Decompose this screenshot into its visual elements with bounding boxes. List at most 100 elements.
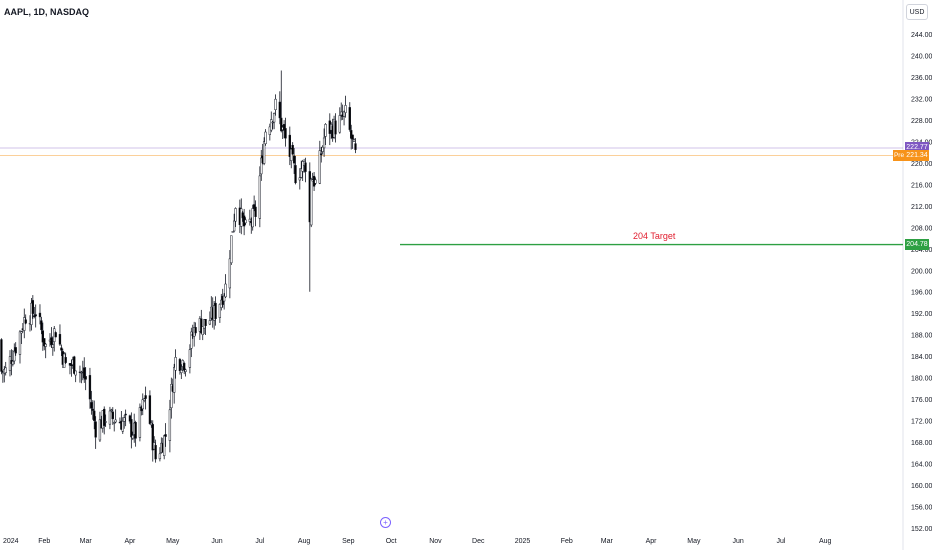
pre-market-price-tag: 221.34 bbox=[905, 150, 929, 162]
candle-body bbox=[201, 326, 204, 336]
y-tick-label: 184.00 bbox=[911, 354, 932, 361]
x-tick-label: May bbox=[166, 538, 180, 545]
candle-body bbox=[291, 144, 294, 155]
candle-body bbox=[274, 98, 277, 111]
candle-body bbox=[84, 376, 87, 380]
target-annotation[interactable]: 204 Target bbox=[633, 231, 676, 241]
candle-body bbox=[80, 371, 83, 374]
candle-body bbox=[110, 409, 113, 411]
candle-body bbox=[151, 424, 154, 451]
x-tick-label: Sep bbox=[342, 538, 355, 545]
currency-button[interactable]: USD bbox=[906, 4, 928, 20]
candle-body bbox=[188, 349, 192, 368]
candle-body bbox=[244, 219, 247, 224]
candle-body bbox=[262, 141, 266, 164]
candle-body bbox=[173, 367, 176, 393]
candle-body bbox=[20, 331, 23, 334]
candle-body bbox=[31, 300, 34, 314]
candle-body bbox=[163, 435, 166, 456]
candle-body bbox=[134, 422, 137, 439]
y-tick-label: 168.00 bbox=[911, 440, 932, 447]
target-price-tag: 204.78 bbox=[905, 239, 929, 251]
x-tick-label: 2024 bbox=[3, 538, 19, 545]
candle-body bbox=[180, 369, 183, 373]
candle-body bbox=[38, 312, 42, 318]
y-tick-label: 160.00 bbox=[911, 483, 932, 490]
candle-body bbox=[123, 417, 126, 422]
candle-body bbox=[30, 302, 33, 325]
x-tick-label: Mar bbox=[80, 538, 93, 545]
candle-body bbox=[292, 155, 296, 164]
x-tick-label: May bbox=[687, 538, 701, 545]
candle-body bbox=[54, 332, 57, 338]
plus-circle-icon[interactable]: + bbox=[380, 517, 391, 528]
y-tick-label: 188.00 bbox=[911, 333, 932, 340]
x-tick-label: Dec bbox=[472, 538, 485, 545]
candle-body bbox=[128, 415, 132, 422]
candle-body bbox=[150, 422, 153, 426]
candle-body bbox=[248, 218, 251, 222]
candle-body bbox=[103, 408, 106, 426]
candle-body bbox=[278, 101, 281, 119]
candle-body bbox=[114, 419, 117, 423]
candle-body bbox=[34, 314, 37, 317]
candle-body bbox=[348, 107, 351, 130]
y-tick-label: 152.00 bbox=[911, 526, 932, 533]
candle-body bbox=[43, 338, 46, 347]
y-tick-label: 176.00 bbox=[911, 397, 932, 404]
candle-body bbox=[298, 177, 301, 181]
candle-body bbox=[41, 330, 44, 343]
candle-body bbox=[228, 258, 232, 289]
candle-body bbox=[64, 357, 67, 363]
candle-body bbox=[141, 399, 144, 410]
x-tick-label: Jun bbox=[732, 538, 743, 545]
candle-body bbox=[350, 130, 353, 139]
y-tick-label: 220.00 bbox=[911, 161, 932, 168]
candle-body bbox=[23, 317, 26, 331]
candle-body bbox=[124, 413, 127, 416]
y-tick-label: 216.00 bbox=[911, 182, 932, 189]
candle-body bbox=[50, 337, 53, 346]
candle-body bbox=[98, 419, 102, 441]
candle-body bbox=[108, 410, 112, 425]
y-tick-label: 240.00 bbox=[911, 53, 932, 60]
x-tick-label: Jul bbox=[255, 538, 264, 545]
symbol-title[interactable]: AAPL, 1D, NASDAQ bbox=[4, 7, 90, 17]
candle-body bbox=[168, 409, 172, 441]
candle-body bbox=[282, 124, 286, 131]
candle-body bbox=[251, 208, 254, 228]
candle-body bbox=[178, 359, 182, 372]
x-tick-label: Oct bbox=[386, 538, 397, 545]
candle-body bbox=[268, 126, 271, 135]
candle-body bbox=[143, 398, 146, 401]
x-tick-label: Apr bbox=[124, 538, 136, 545]
candle-body bbox=[164, 434, 167, 437]
candle-body bbox=[111, 411, 114, 420]
candle-body bbox=[130, 419, 133, 438]
candle-body bbox=[18, 331, 22, 355]
y-tick-label: 232.00 bbox=[911, 96, 932, 103]
candle-body bbox=[232, 220, 236, 232]
candle-body bbox=[208, 320, 212, 325]
candle-body bbox=[272, 113, 276, 123]
candle-body bbox=[13, 351, 16, 362]
candle-body bbox=[294, 165, 297, 184]
pre-market-label: Pre bbox=[893, 150, 905, 162]
candle-body bbox=[260, 157, 263, 175]
candle-body bbox=[170, 384, 173, 409]
candle-body bbox=[44, 343, 47, 347]
candle-body bbox=[113, 422, 116, 424]
x-tick-label: Feb bbox=[561, 538, 573, 545]
x-tick-label: Mar bbox=[601, 538, 614, 545]
candle-body bbox=[24, 319, 27, 324]
candle-body bbox=[252, 204, 256, 209]
candle-body bbox=[342, 111, 346, 117]
candle-body bbox=[214, 302, 217, 319]
y-tick-label: 236.00 bbox=[911, 75, 932, 82]
candle-body bbox=[73, 356, 76, 374]
candle-body bbox=[154, 445, 157, 460]
candle-body bbox=[318, 150, 321, 184]
candle-body bbox=[0, 339, 3, 372]
